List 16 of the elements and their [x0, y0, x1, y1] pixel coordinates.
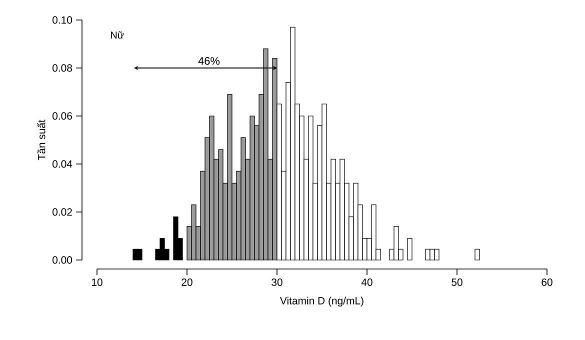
- y-tick-label: 0.02: [52, 208, 72, 216]
- y-tick-label: 0.00: [52, 256, 72, 264]
- y-tick-label: 0.04: [52, 160, 72, 168]
- x-tick-label: 60: [542, 278, 552, 286]
- annotation: Nữ: [111, 31, 124, 39]
- x-tick-label: 10: [92, 278, 102, 286]
- y-tick-label: 0.08: [52, 64, 72, 72]
- x-tick-label: 30: [272, 278, 282, 286]
- y-tick-label: 0.06: [52, 112, 72, 120]
- x-tick-label: 50: [452, 278, 462, 286]
- x-tick-label: 40: [361, 278, 372, 286]
- x-tick-label: 20: [182, 278, 192, 286]
- y-tick-label: 0.10: [52, 16, 72, 24]
- annotation: 46%: [198, 57, 220, 65]
- y-axis-title: Tần suất: [37, 120, 46, 160]
- x-axis-title: Vitamin D (ng/mL): [280, 296, 364, 307]
